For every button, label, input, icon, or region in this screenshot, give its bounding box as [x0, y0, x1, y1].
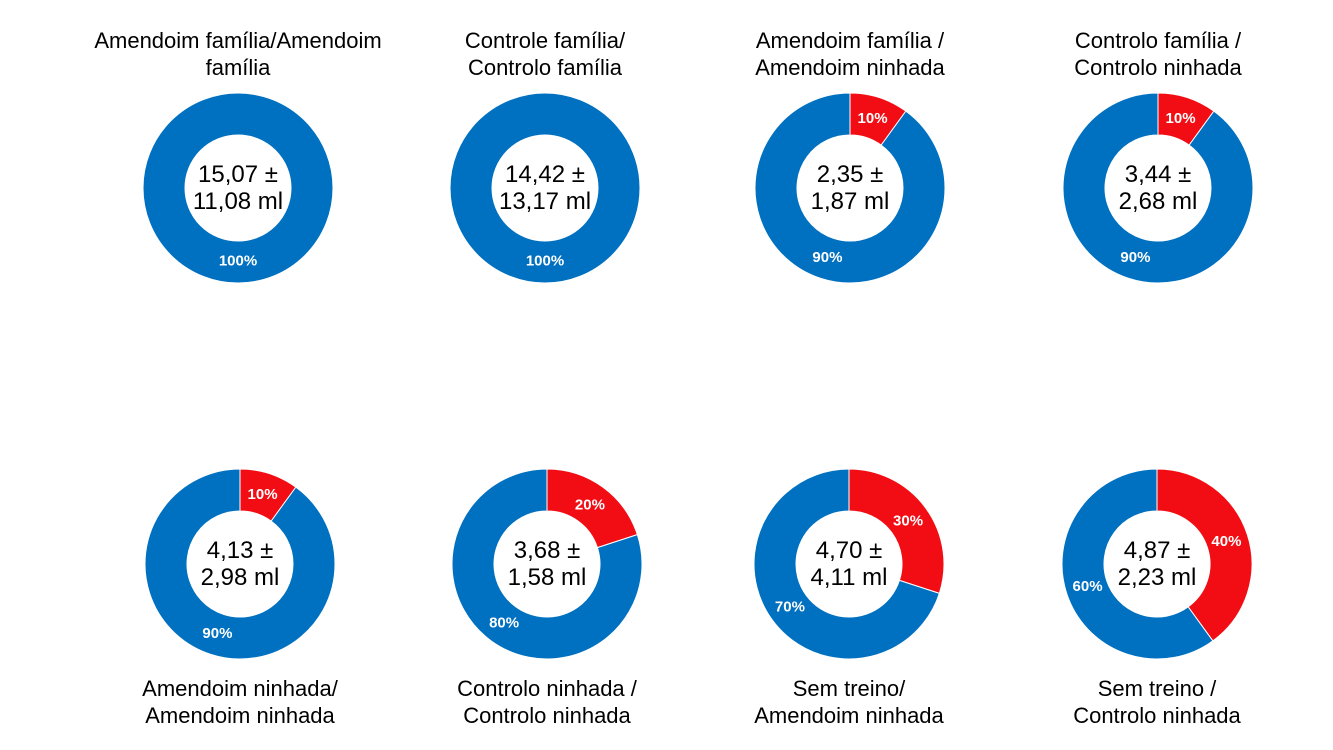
center-value-label: 2,23 ml [1118, 564, 1197, 591]
donut-chart: 20% 80% 3,68 ±1,58 ml [451, 468, 643, 660]
donut-chart: 100% 14,42 ±13,17 ml [449, 92, 641, 284]
slice-percent-label: 10% [1166, 110, 1196, 127]
slice-percent-label: 90% [202, 625, 232, 642]
donut-slice-blue [451, 468, 643, 660]
center-value-label: 3,44 ± [1125, 161, 1192, 188]
donut-svg: 100% 14,42 ±13,17 ml [449, 92, 641, 284]
chart-title: Amendoim família / Amendoim ninhada [755, 28, 945, 80]
chart-title: Amendoim família/Amendoim família [94, 28, 382, 80]
donut-chart-cell-6: 20% 80% 3,68 ±1,58 ml Controlo ninhada / C… [392, 468, 702, 730]
slice-percent-label: 30% [893, 513, 923, 530]
chart-title: Amendoim ninhada/ Amendoim ninhada [142, 676, 338, 728]
chart-title: Controle família/ Controlo família [464, 28, 626, 80]
donut-slice-blue [144, 468, 336, 660]
donut-slice-blue [753, 468, 940, 660]
slice-percent-label: 10% [858, 110, 888, 127]
center-value-label: 4,87 ± [1124, 537, 1191, 564]
chart-title: Controlo ninhada / Controlo ninhada [457, 676, 637, 728]
center-value-label: 14,42 ± [505, 161, 585, 188]
center-value-label: 2,68 ml [1119, 188, 1198, 215]
center-value-label: 4,13 ± [207, 537, 274, 564]
chart-title: Sem treino / Controlo ninhada [1073, 676, 1241, 728]
donut-chart-cell-8: 40% 60% 4,87 ±2,23 ml Sem treino / Control… [1002, 468, 1312, 730]
center-value-label: 15,07 ± [198, 161, 278, 188]
center-value-label: 13,17 ml [499, 188, 591, 215]
chart-title: Controlo família / Controlo ninhada [1074, 28, 1242, 80]
donut-svg: 20% 80% 3,68 ±1,58 ml [451, 468, 643, 660]
slice-percent-label: 90% [1120, 249, 1150, 266]
center-value-label: 2,35 ± [817, 161, 884, 188]
slice-percent-label: 40% [1211, 533, 1241, 550]
donut-chart-cell-2: Controle família/ Controlo família 100% 1… [390, 28, 700, 284]
center-value-label: 4,11 ml [811, 564, 888, 591]
donut-chart: 10% 90% 4,13 ±2,98 ml [144, 468, 336, 660]
donut-slice-blue [449, 92, 641, 284]
donut-chart-cell-4: Controlo família / Controlo ninhada 10% 9… [1003, 28, 1313, 284]
donut-slice-red [1156, 468, 1253, 642]
center-value-label: 1,58 ml [508, 564, 587, 591]
slice-percent-label: 100% [219, 252, 257, 269]
donut-svg: 100% 15,07 ±11,08 ml [142, 92, 334, 284]
slice-percent-label: 10% [248, 486, 278, 503]
donut-chart-cell-5: 10% 90% 4,13 ±2,98 ml Amendoim ninhada/ Am… [85, 468, 395, 730]
slice-percent-label: 70% [775, 598, 805, 615]
donut-chart: 30% 70% 4,70 ±4,11 ml [753, 468, 945, 660]
donut-slice-blue [1061, 468, 1214, 660]
donut-slice-blue [1062, 92, 1254, 284]
donut-chart: 100% 15,07 ±11,08 ml [142, 92, 334, 284]
donut-chart-cell-7: 30% 70% 4,70 ±4,11 ml Sem treino/ Amendoim… [694, 468, 1004, 730]
center-value-label: 11,08 ml [193, 188, 283, 215]
donut-slice-blue [142, 92, 334, 284]
donut-slice-blue [754, 92, 946, 284]
slice-percent-label: 90% [812, 249, 842, 266]
donut-chart-cell-1: Amendoim família/Amendoim família 100% 15… [83, 28, 393, 284]
donut-slice-red [848, 468, 945, 594]
donut-chart: 10% 90% 3,44 ±2,68 ml [1062, 92, 1254, 284]
chart-title: Sem treino/ Amendoim ninhada [754, 676, 944, 728]
donut-svg: 40% 60% 4,87 ±2,23 ml [1061, 468, 1253, 660]
center-value-label: 3,68 ± [514, 537, 581, 564]
donut-svg: 30% 70% 4,70 ±4,11 ml [753, 468, 945, 660]
donut-chart: 10% 90% 2,35 ±1,87 ml [754, 92, 946, 284]
donut-chart-cell-3: Amendoim família / Amendoim ninhada 10% 9… [695, 28, 1005, 284]
slice-percent-label: 100% [526, 252, 564, 269]
donut-chart: 40% 60% 4,87 ±2,23 ml [1061, 468, 1253, 660]
slice-percent-label: 80% [489, 615, 519, 632]
donut-svg: 10% 90% 2,35 ±1,87 ml [754, 92, 946, 284]
donut-svg: 10% 90% 3,44 ±2,68 ml [1062, 92, 1254, 284]
center-value-label: 2,98 ml [201, 564, 280, 591]
slice-percent-label: 60% [1073, 578, 1103, 595]
center-value-label: 4,70 ± [816, 537, 883, 564]
center-value-label: 1,87 ml [811, 188, 890, 215]
donut-svg: 10% 90% 4,13 ±2,98 ml [144, 468, 336, 660]
slice-percent-label: 20% [575, 496, 605, 513]
